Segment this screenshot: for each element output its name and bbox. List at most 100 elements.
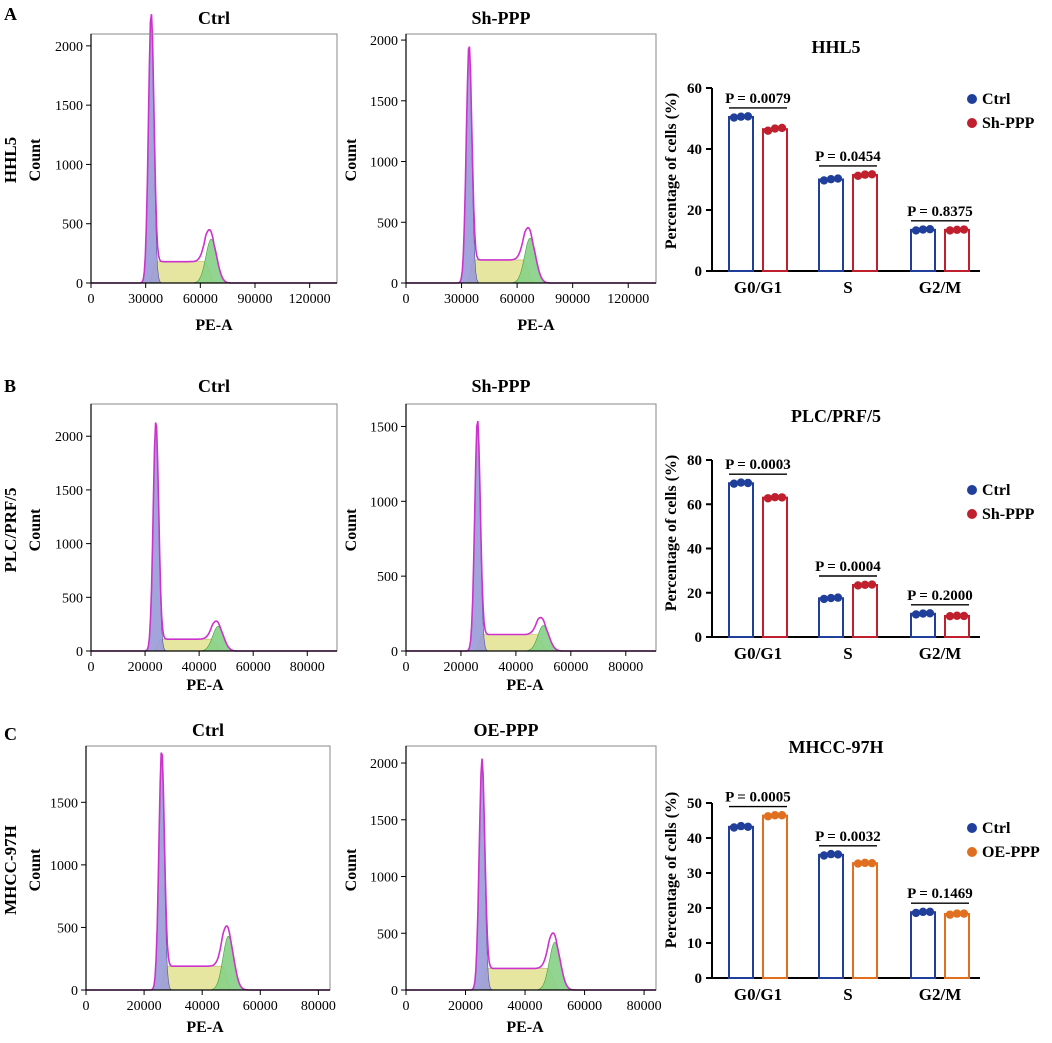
histogram-mhcc-ctrl: 0 20000 40000 60000 80000 0 500 1000 1500 [50,745,336,1014]
x-tick-label: 80000 [301,999,336,1014]
category-label: S [843,278,852,297]
bar [728,115,754,272]
data-point [819,176,829,185]
bar-chart-plc: 0 20 40 60 80 G0/G1 P = 0.0003 S P = 0.0004 G2/M P… [687,453,1035,663]
y-tick-label: 60 [687,497,702,513]
panel-letter: B [4,376,16,396]
data-point [925,225,935,234]
p-value-label: P = 0.0005 [725,790,791,806]
y-tick-label: 1500 [370,95,398,110]
bar [944,228,970,272]
data-point [925,609,935,618]
hist-ylabel: Count [343,138,360,181]
x-tick-label: 40000 [508,999,543,1014]
bar-chart-mhcc: 0 10 20 30 40 50 G0/G1 P = 0.0005 S P = 0.0032 G2/… [687,790,1040,1004]
x-tick-label: 60000 [243,999,278,1014]
data-point [736,821,746,831]
data-point [729,479,739,488]
y-tick-label: 20 [687,586,702,602]
y-tick-label: 0 [391,645,398,660]
y-tick-label: 0 [695,630,703,646]
hist-ylabel: Count [343,848,360,891]
data-point [911,908,921,918]
y-tick-label: 1500 [50,796,78,811]
panel-b: B PLC/PRF/5 Ctrl Count PE-A 0 20000 40000 6… [1,376,1035,694]
data-point [819,594,829,604]
hist-title: Ctrl [198,376,230,396]
data-point [860,580,870,589]
bar [728,825,754,979]
data-point [729,113,739,122]
bar [762,814,788,979]
data-point [777,493,787,502]
panel-a: A HHL5 Ctrl Count PE-A 0 30000 60000 90000 1… [1,4,1035,334]
y-tick-label: 40 [687,142,702,158]
data-point [867,859,877,868]
hist-ylabel: Count [27,138,44,181]
data-point [959,225,969,234]
panel-letter: A [4,4,17,24]
data-point [945,910,955,919]
x-tick-label: 40000 [185,999,220,1014]
hist-xlabel: PE-A [506,1019,544,1036]
bar [910,228,936,272]
category-label: G2/M [919,985,962,1004]
data-point [853,171,863,181]
s-phase-area [86,965,330,991]
y-tick-label: 80 [687,453,702,469]
data-point [952,909,962,918]
hist-xlabel: PE-A [186,1019,224,1036]
hist-title: OE-PPP [474,720,539,740]
histogram-plc-ctrl: 0 20000 40000 60000 80000 0 500 1000 1500 2000 [55,403,338,675]
x-tick-label: 30000 [444,292,479,307]
g0g1-peak-area [406,764,656,991]
category-label: G2/M [919,644,962,663]
y-tick-label: 500 [377,927,398,942]
data-point [959,611,969,621]
bar [762,128,788,272]
hist-title: Ctrl [198,8,230,28]
y-tick-label: 1000 [370,871,398,886]
data-point [729,823,739,832]
y-tick-label: 60 [687,81,702,97]
x-tick-label: 20000 [127,999,162,1014]
data-point [763,494,773,503]
p-value-label: P = 0.8375 [907,204,973,220]
category-label: S [843,985,852,1004]
bar-chart-hhl5: 0 20 40 60 G0/G1 P = 0.0079 S P = 0.0454 G2/M P =… [687,81,1035,297]
hist-xlabel: PE-A [517,317,555,334]
data-point [770,124,780,133]
x-tick-label: 0 [403,660,410,675]
data-point [763,126,773,135]
g0g1-peak-area [86,757,330,991]
legend-label: Ctrl [982,820,1011,837]
y-tick-label: 500 [377,216,398,231]
y-tick-label: 0 [695,264,703,280]
bar [818,178,844,272]
hist-xlabel: PE-A [186,677,224,694]
bar [762,496,788,638]
legend-marker [967,823,977,833]
legend-marker [967,485,977,495]
data-point [867,170,877,179]
x-tick-label: 90000 [555,292,590,307]
legend-marker [967,94,977,104]
histogram-plc-sh-ppp: 0 20000 40000 60000 80000 0 500 1000 1500 [370,403,657,675]
category-label: G0/G1 [734,278,782,297]
data-point [770,492,780,502]
x-tick-label: 20000 [443,660,478,675]
x-tick-label: 120000 [289,292,331,307]
y-tick-label: 500 [57,921,78,936]
y-tick-label: 1500 [370,814,398,829]
legend-label: Sh-PPP [982,506,1035,523]
g0g1-peak-area [406,426,656,652]
plot-frame [90,403,338,652]
legend-marker [967,509,977,519]
bar [818,597,844,638]
panel-c: C MHCC-97H Ctrl Count PE-A 0 20000 40000 60… [1,720,1040,1036]
s-phase-area [406,634,656,652]
data-point [911,226,921,235]
legend-label: OE-PPP [982,844,1040,861]
y-tick-label: 40 [687,542,702,558]
